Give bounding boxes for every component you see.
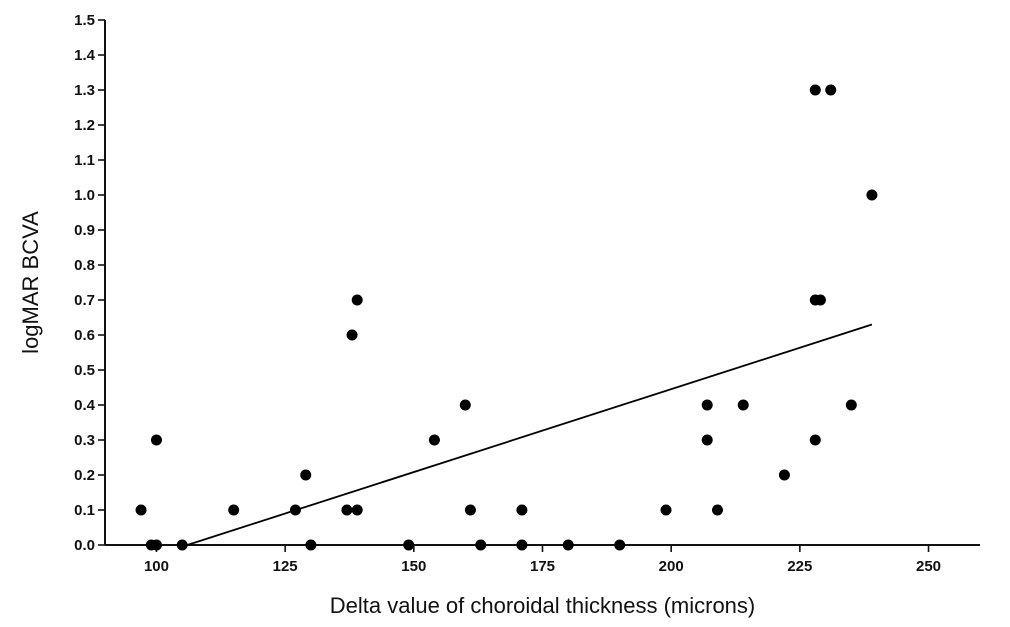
y-tick-label: 0.7: [74, 292, 95, 309]
x-tick-label: 125: [273, 558, 298, 575]
data-point: [459, 399, 471, 411]
y-tick-label: 0.1: [74, 502, 95, 519]
data-point: [866, 189, 878, 201]
y-axis-title: logMAR BCVA: [18, 211, 43, 354]
data-point: [516, 539, 528, 551]
y-tick-label: 0.8: [74, 257, 95, 274]
y-tick-label: 1.5: [74, 12, 95, 29]
y-tick-label: 0.0: [74, 537, 95, 554]
data-point: [660, 504, 672, 516]
data-point: [228, 504, 240, 516]
data-point: [176, 539, 188, 551]
data-point: [614, 539, 626, 551]
trend-line: [187, 323, 873, 546]
y-tick-label: 0.9: [74, 222, 95, 239]
data-point: [464, 504, 476, 516]
y-tick-label: 1.1: [74, 152, 95, 169]
data-point: [712, 504, 723, 516]
y-tick-label: 0.6: [74, 327, 95, 344]
data-point: [778, 469, 790, 481]
data-point: [305, 539, 317, 551]
y-tick-label: 0.4: [74, 397, 96, 414]
x-tick-label: 100: [144, 558, 169, 575]
y-tick-label: 0.2: [74, 467, 95, 484]
data-point: [516, 504, 528, 516]
data-point: [403, 539, 415, 551]
data-point: [300, 469, 312, 481]
data-point: [845, 399, 857, 411]
data-point: [150, 434, 162, 446]
x-tick-label: 200: [659, 558, 684, 575]
data-point: [825, 84, 837, 96]
data-point: [428, 434, 440, 446]
data-point: [562, 539, 574, 551]
data-point: [351, 294, 363, 306]
y-tick-label: 1.0: [74, 187, 95, 204]
data-points: [135, 84, 878, 551]
x-axis-title: Delta value of choroidal thickness (micr…: [330, 593, 756, 618]
data-point: [809, 434, 821, 446]
y-ticks: 0.0 0.1 0.2 0.3 0.4 0.5 0.6 0.7 0.8 0.9 1.0 1.1 1.2 1…: [74, 12, 105, 554]
x-tick-label: 225: [787, 558, 812, 575]
y-tick-label: 0.5: [74, 362, 95, 379]
data-point: [701, 399, 713, 411]
x-tick-label: 250: [916, 558, 941, 575]
y-tick-label: 1.3: [74, 82, 95, 99]
x-tick-label: 150: [401, 558, 426, 575]
data-point: [341, 504, 353, 516]
data-point: [809, 84, 821, 96]
data-point: [737, 399, 749, 411]
y-tick-label: 0.3: [74, 432, 95, 449]
axes: [104, 20, 980, 546]
x-tick-label: 175: [530, 558, 555, 575]
data-point: [701, 434, 713, 446]
data-point: [346, 329, 358, 341]
y-tick-label: 1.4: [74, 47, 96, 64]
data-point: [351, 504, 363, 516]
data-point: [150, 539, 162, 551]
data-point: [135, 504, 147, 516]
data-point: [475, 539, 487, 551]
data-point: [289, 504, 301, 516]
y-tick-label: 1.2: [74, 117, 95, 134]
x-ticks: 100 125 150 175 200 225 250: [144, 545, 941, 575]
data-point: [814, 294, 826, 306]
